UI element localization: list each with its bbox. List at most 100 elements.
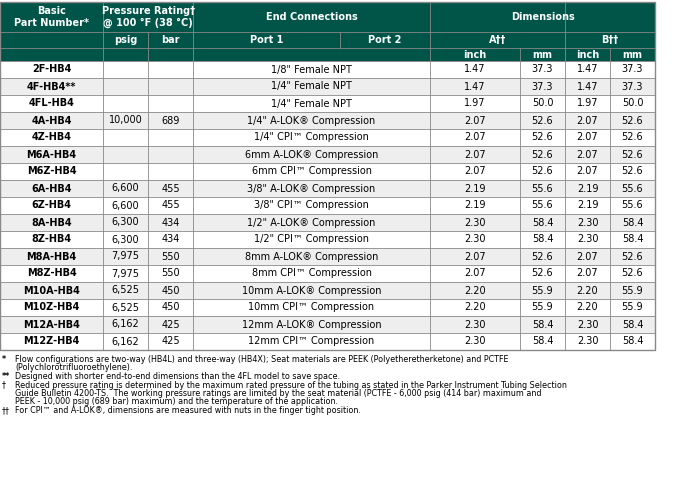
Text: 52.6: 52.6	[622, 252, 644, 262]
Text: 7,975: 7,975	[111, 268, 140, 279]
Text: 2.20: 2.20	[577, 285, 598, 295]
Text: 8A-HB4: 8A-HB4	[31, 217, 72, 228]
Text: 1/4" Female NPT: 1/4" Female NPT	[271, 81, 352, 92]
Text: inch: inch	[463, 50, 486, 59]
Text: 1.47: 1.47	[577, 81, 598, 92]
Text: 2.19: 2.19	[577, 201, 598, 211]
Text: 6,525: 6,525	[111, 285, 140, 295]
Text: 2.30: 2.30	[577, 336, 598, 347]
Text: Flow configurations are two-way (HB4L) and three-way (HB4X); Seat materials are : Flow configurations are two-way (HB4L) a…	[15, 355, 508, 364]
Text: 3/8" A-LOK® Compression: 3/8" A-LOK® Compression	[248, 184, 376, 193]
Text: 4Z-HB4: 4Z-HB4	[31, 133, 72, 143]
Text: ††: ††	[2, 406, 10, 415]
Bar	[0, 2, 655, 350]
Bar	[0, 95, 655, 112]
Text: 2.30: 2.30	[464, 336, 486, 347]
Text: 2.07: 2.07	[577, 149, 598, 160]
Text: 37.3: 37.3	[622, 65, 643, 75]
Text: 2.19: 2.19	[577, 184, 598, 193]
Text: 1/4" CPI™ Compression: 1/4" CPI™ Compression	[254, 133, 369, 143]
Text: 52.6: 52.6	[622, 166, 644, 176]
Text: M10Z-HB4: M10Z-HB4	[23, 303, 80, 312]
Text: 2.07: 2.07	[464, 252, 486, 262]
Text: M12Z-HB4: M12Z-HB4	[23, 336, 80, 347]
Text: 1/4" Female NPT: 1/4" Female NPT	[271, 98, 352, 108]
Text: 3/8" CPI™ Compression: 3/8" CPI™ Compression	[254, 201, 369, 211]
Bar	[0, 180, 655, 197]
Text: 6,162: 6,162	[111, 336, 140, 347]
Bar	[0, 316, 655, 333]
Text: M8Z-HB4: M8Z-HB4	[27, 268, 77, 279]
Text: 8mm CPI™ Compression: 8mm CPI™ Compression	[252, 268, 371, 279]
Text: inch: inch	[576, 50, 599, 59]
Text: 52.6: 52.6	[531, 149, 553, 160]
Text: 434: 434	[161, 235, 180, 244]
Text: 10mm CPI™ Compression: 10mm CPI™ Compression	[248, 303, 375, 312]
Text: 52.6: 52.6	[531, 252, 553, 262]
Text: 58.4: 58.4	[622, 320, 643, 330]
Text: 55.6: 55.6	[622, 201, 644, 211]
Text: 37.3: 37.3	[531, 65, 553, 75]
Text: 2.07: 2.07	[464, 166, 486, 176]
Text: 6,600: 6,600	[111, 201, 140, 211]
Text: 12mm A-LOK® Compression: 12mm A-LOK® Compression	[241, 320, 381, 330]
Text: A††: A††	[489, 35, 506, 45]
Text: 6,300: 6,300	[111, 235, 140, 244]
Bar	[0, 146, 655, 163]
Text: 8Z-HB4: 8Z-HB4	[31, 235, 72, 244]
Bar	[0, 163, 655, 180]
Bar	[0, 282, 655, 299]
Bar	[0, 112, 655, 129]
Text: Reduced pressure rating is determined by the maximum rated pressure of the tubin: Reduced pressure rating is determined by…	[15, 380, 567, 389]
Text: 2.30: 2.30	[577, 320, 598, 330]
Text: 37.3: 37.3	[531, 81, 553, 92]
Text: 2.07: 2.07	[464, 268, 486, 279]
Text: 2F-HB4: 2F-HB4	[32, 65, 71, 75]
Text: 550: 550	[161, 268, 180, 279]
Text: 4FL-HB4: 4FL-HB4	[29, 98, 75, 108]
Text: 6,600: 6,600	[111, 184, 140, 193]
Text: 6mm CPI™ Compression: 6mm CPI™ Compression	[252, 166, 371, 176]
Text: 425: 425	[161, 320, 180, 330]
Text: Basic
Part Number*: Basic Part Number*	[14, 6, 89, 28]
Text: 689: 689	[161, 116, 180, 125]
Text: 6mm A-LOK® Compression: 6mm A-LOK® Compression	[245, 149, 378, 160]
Text: 2.30: 2.30	[464, 235, 486, 244]
Text: Port 2: Port 2	[368, 35, 402, 45]
Text: Guide Bulletin 4200-TS.  The working pressure ratings are limited by the seat ma: Guide Bulletin 4200-TS. The working pres…	[15, 389, 542, 398]
Text: B††: B††	[601, 35, 618, 45]
Text: 52.6: 52.6	[531, 268, 553, 279]
Text: 6Z-HB4: 6Z-HB4	[31, 201, 72, 211]
Text: 2.07: 2.07	[577, 252, 598, 262]
Bar	[0, 214, 655, 231]
Text: PEEK - 10,000 psig (689 bar) maximum) and the temperature of the application.: PEEK - 10,000 psig (689 bar) maximum) an…	[15, 398, 338, 406]
Text: 55.6: 55.6	[531, 201, 553, 211]
Text: 58.4: 58.4	[531, 320, 553, 330]
Text: 8mm A-LOK® Compression: 8mm A-LOK® Compression	[245, 252, 378, 262]
Text: 2.07: 2.07	[577, 133, 598, 143]
Text: 58.4: 58.4	[622, 336, 643, 347]
Text: 450: 450	[161, 303, 180, 312]
Text: 6A-HB4: 6A-HB4	[31, 184, 72, 193]
Text: 4F-HB4**: 4F-HB4**	[27, 81, 76, 92]
Text: 1.97: 1.97	[577, 98, 598, 108]
Text: M10A-HB4: M10A-HB4	[23, 285, 80, 295]
Text: 55.9: 55.9	[622, 285, 644, 295]
Text: 55.9: 55.9	[531, 303, 553, 312]
Text: 52.6: 52.6	[622, 116, 644, 125]
Text: 2.07: 2.07	[464, 133, 486, 143]
Text: 52.6: 52.6	[531, 116, 553, 125]
Text: For CPI™ and A-LOK®, dimensions are measured with nuts in the finger tight posit: For CPI™ and A-LOK®, dimensions are meas…	[15, 406, 361, 415]
Text: 55.9: 55.9	[531, 285, 553, 295]
Text: 1.47: 1.47	[464, 81, 486, 92]
Text: 2.20: 2.20	[577, 303, 598, 312]
Text: 55.9: 55.9	[622, 303, 644, 312]
Text: 1.47: 1.47	[577, 65, 598, 75]
Text: 6,162: 6,162	[111, 320, 140, 330]
Text: 2.19: 2.19	[464, 184, 486, 193]
Text: 58.4: 58.4	[531, 217, 553, 228]
Text: 550: 550	[161, 252, 180, 262]
Text: 455: 455	[161, 184, 180, 193]
Text: 1/8" Female NPT: 1/8" Female NPT	[271, 65, 352, 75]
Text: 52.6: 52.6	[622, 268, 644, 279]
